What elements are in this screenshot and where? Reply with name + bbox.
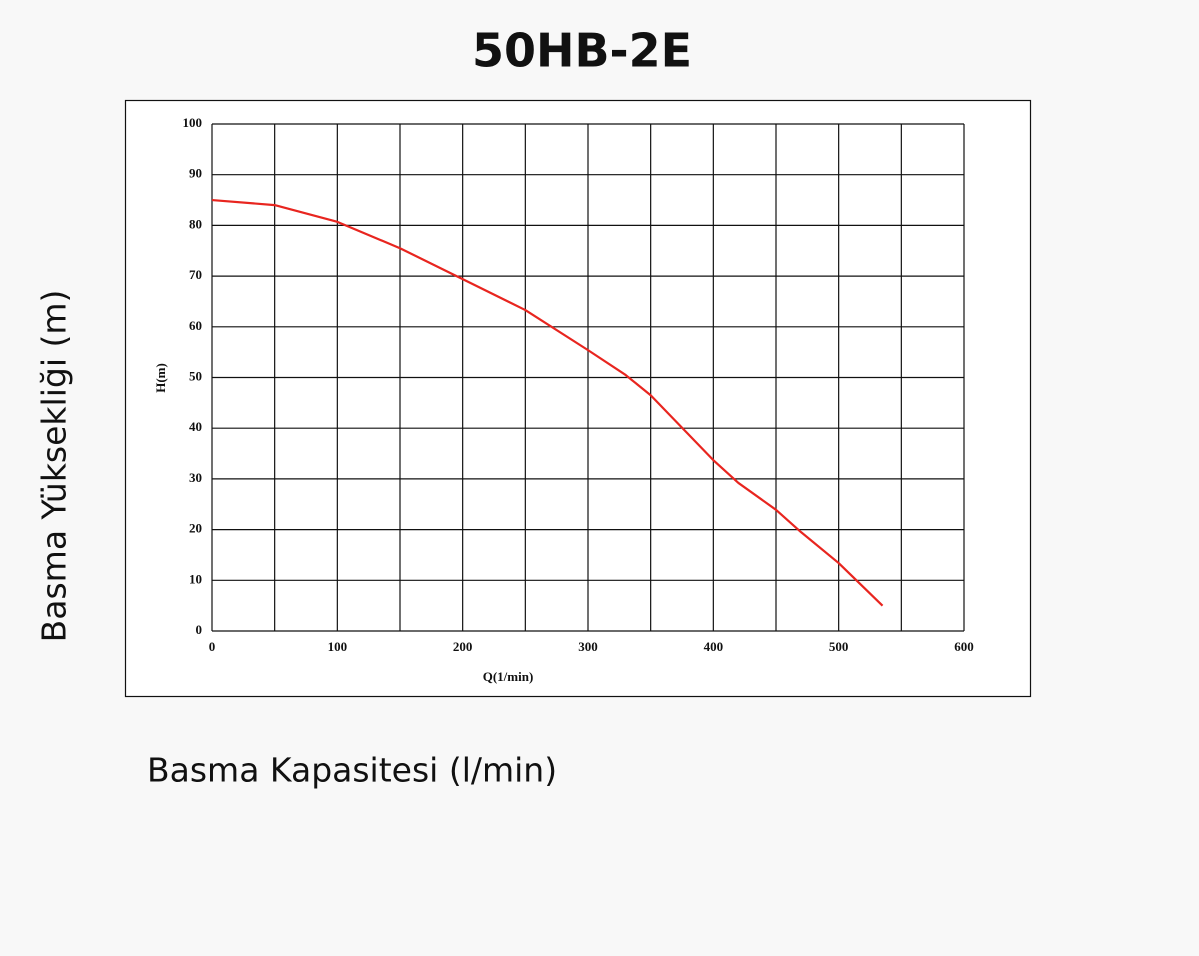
chart-frame: [124, 99, 1032, 698]
y-tick-label: 100: [183, 115, 203, 130]
x-tick-label: 500: [829, 639, 849, 654]
x-tick-label: 300: [578, 639, 598, 654]
y-tick-label: 10: [189, 571, 202, 586]
y-tick-label: 90: [189, 166, 202, 181]
outer-y-label: Basma Yüksekliği (m): [35, 290, 74, 643]
chart-title: 50HB-2E: [472, 24, 692, 78]
y-tick-label: 20: [189, 521, 202, 536]
x-tick-label: 200: [453, 639, 473, 654]
x-tick-label: 100: [328, 639, 348, 654]
outer-x-label: Basma Kapasitesi (l/min): [147, 751, 557, 790]
y-tick-label: 0: [196, 622, 203, 637]
y-tick-label: 70: [189, 267, 202, 282]
y-axis-label: H(m): [153, 363, 168, 393]
y-tick-label: 30: [189, 470, 202, 485]
x-tick-label: 400: [704, 639, 724, 654]
y-tick-label: 80: [189, 216, 202, 231]
y-tick-label: 60: [189, 318, 202, 333]
y-tick-label: 40: [189, 419, 202, 434]
curve: [211, 198, 884, 607]
x-axis-label: Q(1/min): [483, 669, 534, 684]
y-tick-label: 50: [189, 368, 202, 383]
x-tick-label: 0: [209, 639, 216, 654]
x-tick-label: 600: [954, 639, 974, 654]
